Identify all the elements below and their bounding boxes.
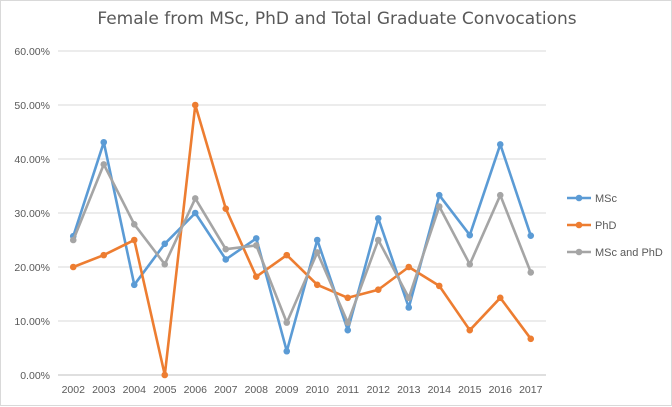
data-point <box>100 251 108 259</box>
data-point <box>222 245 230 253</box>
x-tick-label: 2016 <box>489 384 513 396</box>
data-point <box>374 236 382 244</box>
data-point <box>283 251 291 259</box>
data-point <box>527 232 535 239</box>
data-point <box>466 231 474 239</box>
data-point <box>130 221 138 228</box>
data-point <box>405 304 413 311</box>
legend-label: PhD <box>595 220 616 232</box>
data-point <box>222 205 230 212</box>
data-point <box>435 282 443 290</box>
data-point <box>69 236 77 244</box>
y-tick-label: 20.00% <box>14 262 50 274</box>
data-point <box>313 281 321 289</box>
data-point <box>191 209 199 217</box>
x-tick-label: 2011 <box>336 384 359 396</box>
data-point <box>191 101 199 109</box>
data-point <box>435 203 443 210</box>
data-point <box>161 240 169 248</box>
legend-label: MSc and PhD <box>595 247 663 259</box>
data-point <box>69 263 77 271</box>
x-tick-label: 2004 <box>123 384 147 396</box>
y-tick-label: 30.00% <box>14 208 50 220</box>
series-line <box>72 141 533 353</box>
x-tick-label: 2002 <box>62 384 86 396</box>
data-point <box>496 294 504 302</box>
data-point <box>405 263 413 271</box>
y-tick-label: 10.00% <box>14 316 50 328</box>
x-tick-label: 2017 <box>519 384 543 396</box>
y-tick-label: 50.00% <box>14 100 50 112</box>
y-tick-label: 0.00% <box>20 370 50 382</box>
legend-swatch-marker <box>575 221 583 229</box>
data-point <box>100 138 108 146</box>
data-point <box>130 236 138 244</box>
data-point <box>466 261 474 268</box>
x-tick-label: 2007 <box>214 384 238 396</box>
x-tick-label: 2012 <box>367 384 391 396</box>
data-point <box>405 294 413 302</box>
data-point <box>100 161 108 168</box>
legend-swatch-marker <box>575 248 583 256</box>
data-point <box>344 326 352 334</box>
x-tick-label: 2006 <box>184 384 208 396</box>
x-tick-label: 2010 <box>306 384 330 396</box>
x-tick-label: 2014 <box>428 384 452 396</box>
series-line <box>72 163 533 324</box>
data-point <box>374 286 382 293</box>
series-line <box>72 103 532 377</box>
data-point <box>252 242 260 249</box>
data-point <box>252 235 260 242</box>
data-point <box>466 326 474 334</box>
legend-swatch-marker <box>575 194 583 202</box>
data-point <box>344 294 352 302</box>
x-tick-label: 2009 <box>275 384 299 396</box>
data-point <box>527 335 535 343</box>
data-point <box>496 141 504 148</box>
data-point <box>130 281 138 289</box>
x-tick-label: 2003 <box>92 384 116 396</box>
y-tick-label: 60.00% <box>14 46 50 58</box>
chart-title: Female from MSc, PhD and Total Graduate … <box>97 9 577 29</box>
data-point <box>161 261 169 268</box>
data-point <box>374 215 382 222</box>
data-point <box>191 195 199 202</box>
data-point <box>435 191 443 199</box>
y-tick-label: 40.00% <box>14 154 50 166</box>
data-point <box>161 371 169 379</box>
data-point <box>496 191 504 199</box>
data-point <box>344 319 352 326</box>
data-point <box>252 273 260 281</box>
x-tick-label: 2008 <box>245 384 269 396</box>
data-point <box>313 236 321 244</box>
data-point <box>222 256 230 263</box>
x-tick-label: 2005 <box>153 384 177 396</box>
data-point <box>313 249 321 256</box>
x-tick-label: 2015 <box>458 384 482 396</box>
data-point <box>283 319 291 326</box>
legend-label: MSc <box>595 193 618 205</box>
data-point <box>527 269 535 276</box>
data-point <box>283 347 291 355</box>
x-tick-label: 2013 <box>397 384 421 396</box>
